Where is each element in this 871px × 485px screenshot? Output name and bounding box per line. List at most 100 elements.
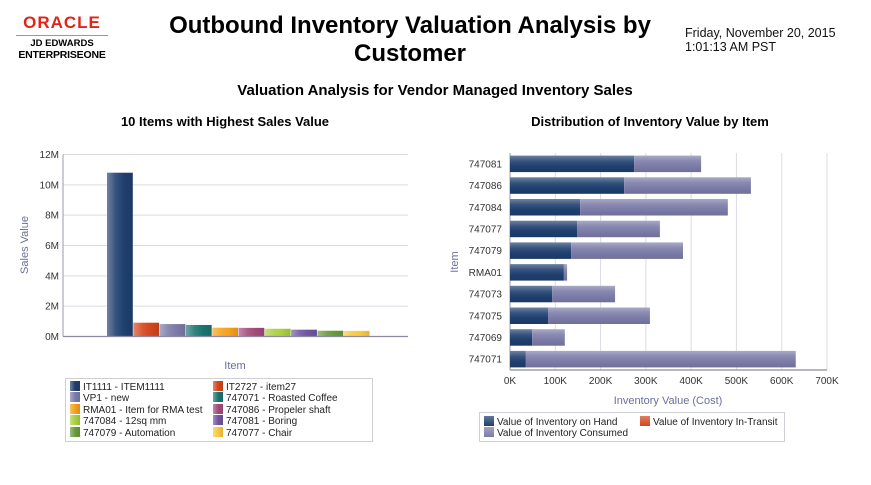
legend-label: 747079 - Automation bbox=[83, 427, 176, 439]
bar-segment[interactable] bbox=[510, 155, 635, 173]
legend-swatch bbox=[70, 426, 80, 437]
report-time: 1:01:13 AM PST bbox=[685, 40, 777, 54]
bar-segment[interactable] bbox=[571, 242, 683, 259]
legend-label: Value of Inventory Consumed bbox=[497, 428, 629, 439]
bar[interactable] bbox=[291, 329, 317, 337]
x-axis-title: Inventory Value (Cost) bbox=[614, 395, 723, 407]
bar-segment[interactable] bbox=[510, 350, 526, 368]
report-timestamp: Friday, November 20, 2015 1:01:13 AM PST bbox=[685, 26, 836, 54]
y-tick-label: 4M bbox=[45, 271, 59, 282]
oracle-jde-logo: ORACLE JD EDWARDS ENTERPRISEONE bbox=[14, 14, 110, 61]
legend-item[interactable]: 747084 - 12sq mm bbox=[70, 415, 166, 427]
bar-segment[interactable] bbox=[510, 220, 578, 238]
legend-item[interactable]: Value of Inventory on Hand bbox=[484, 416, 617, 428]
y-tick-label: 747079 bbox=[469, 246, 503, 257]
report-subtitle: Valuation Analysis for Vendor Managed In… bbox=[237, 82, 633, 99]
legend-item[interactable]: 747086 - Propeler shaft bbox=[213, 403, 331, 416]
bar[interactable] bbox=[185, 324, 212, 337]
legend-item[interactable]: 747077 - Chair bbox=[213, 426, 293, 439]
legend-item[interactable]: RMA01 - Item for RMA test bbox=[70, 403, 203, 416]
legend-label: IT1111 - ITEM1111 bbox=[83, 382, 165, 393]
bar-segment[interactable] bbox=[510, 307, 549, 325]
legend-item[interactable]: IT2727 - item27 bbox=[213, 381, 296, 393]
legend-label: Value of Inventory In-Transit bbox=[653, 417, 778, 428]
legend-item[interactable]: IT1111 - ITEM1111 bbox=[70, 381, 165, 393]
bar[interactable] bbox=[264, 328, 291, 337]
bar[interactable] bbox=[133, 322, 160, 337]
bar-segment[interactable] bbox=[510, 264, 564, 281]
bar-segment[interactable] bbox=[552, 285, 616, 303]
y-tick-label: 747073 bbox=[469, 290, 503, 301]
legend-label: RMA01 - Item for RMA test bbox=[83, 404, 203, 416]
legend-swatch bbox=[70, 392, 80, 403]
legend-item[interactable]: Value of Inventory In-Transit bbox=[640, 416, 778, 428]
x-tick-label: 600K bbox=[770, 376, 794, 387]
bar-segment[interactable] bbox=[580, 199, 728, 216]
right-chart-legend: Value of Inventory on Hand Value of Inven… bbox=[479, 412, 785, 442]
legend-label: 747084 - 12sq mm bbox=[83, 416, 167, 428]
bar-segment[interactable] bbox=[624, 177, 751, 194]
x-tick-label: 700K bbox=[815, 376, 839, 387]
bar[interactable] bbox=[343, 330, 370, 337]
bar-segment[interactable] bbox=[510, 285, 553, 303]
bar-segment[interactable] bbox=[563, 264, 568, 281]
bar[interactable] bbox=[107, 172, 133, 337]
y-tick-label: 12M bbox=[40, 150, 59, 161]
bar-segment[interactable] bbox=[510, 329, 533, 346]
bar-segment[interactable] bbox=[510, 199, 581, 216]
report-date: Friday, November 20, 2015 bbox=[685, 26, 836, 40]
legend-item[interactable]: Value of Inventory Consumed bbox=[484, 427, 628, 439]
x-tick-label: 100K bbox=[544, 376, 568, 387]
legend-swatch bbox=[484, 427, 494, 437]
legend-label: VP1 - new bbox=[83, 393, 130, 405]
x-tick-label: 500K bbox=[725, 376, 749, 387]
legend-swatch bbox=[70, 403, 80, 414]
legend-label: 747077 - Chair bbox=[226, 427, 293, 439]
bar-segment[interactable] bbox=[510, 177, 625, 194]
bar-segment[interactable] bbox=[510, 242, 572, 259]
y-tick-label: 8M bbox=[45, 211, 59, 222]
legend-item[interactable]: 747071 - Roasted Coffee bbox=[213, 392, 338, 404]
left-chart-legend: IT1111 - ITEM1111 IT2727 - item27 VP1 - ne… bbox=[65, 378, 373, 442]
y-tick-label: 747071 bbox=[469, 355, 503, 366]
legend-label: IT2727 - item27 bbox=[226, 382, 297, 393]
y-axis-title: Item bbox=[449, 251, 461, 272]
legend-item[interactable]: 747081 - Boring bbox=[213, 415, 297, 427]
logo-divider bbox=[16, 35, 108, 36]
inventory-distribution-bar-chart: 0K 100K 200K 300K 400K 500K 600K 700K 747081 7470… bbox=[449, 153, 839, 407]
bar-segment[interactable] bbox=[634, 155, 702, 173]
bar[interactable] bbox=[317, 330, 344, 337]
y-tick-label: 747084 bbox=[469, 203, 503, 214]
bar-segment[interactable] bbox=[525, 350, 796, 368]
y-tick-label: 747086 bbox=[469, 181, 503, 192]
x-tick-label: 200K bbox=[589, 376, 613, 387]
sales-value-bar-chart: 0M 2M 4M 6M 8M 10M 12M Item Sales Value bbox=[19, 150, 408, 372]
legend-swatch bbox=[213, 415, 223, 426]
logo-line2: ENTERPRISEONE bbox=[18, 49, 106, 61]
y-tick-label: 747081 bbox=[469, 159, 503, 170]
legend-swatch bbox=[640, 416, 650, 426]
y-tick-label: RMA01 bbox=[469, 268, 503, 279]
y-tick-label: 747075 bbox=[469, 311, 503, 322]
y-tick-label: 2M bbox=[45, 302, 59, 313]
bar[interactable] bbox=[238, 327, 265, 337]
bar[interactable] bbox=[159, 324, 186, 337]
legend-swatch bbox=[213, 392, 223, 403]
legend-label: 747081 - Boring bbox=[226, 416, 298, 428]
legend-swatch bbox=[213, 381, 223, 391]
legend-item[interactable]: 747079 - Automation bbox=[70, 426, 176, 439]
y-tick-label: 0M bbox=[45, 332, 59, 343]
y-axis-title: Sales Value bbox=[19, 216, 31, 274]
bar-segment[interactable] bbox=[577, 220, 660, 238]
logo-brand: ORACLE bbox=[23, 13, 101, 32]
legend-label: 747071 - Roasted Coffee bbox=[226, 393, 338, 405]
bar[interactable] bbox=[212, 327, 238, 337]
bar-segment[interactable] bbox=[548, 307, 650, 325]
legend-swatch bbox=[213, 426, 223, 437]
legend-label: Value of Inventory on Hand bbox=[497, 417, 618, 428]
legend-swatch bbox=[70, 415, 80, 426]
legend-item[interactable]: VP1 - new bbox=[70, 392, 129, 404]
bar-segment[interactable] bbox=[532, 329, 565, 346]
y-tick-label: 6M bbox=[45, 241, 59, 252]
